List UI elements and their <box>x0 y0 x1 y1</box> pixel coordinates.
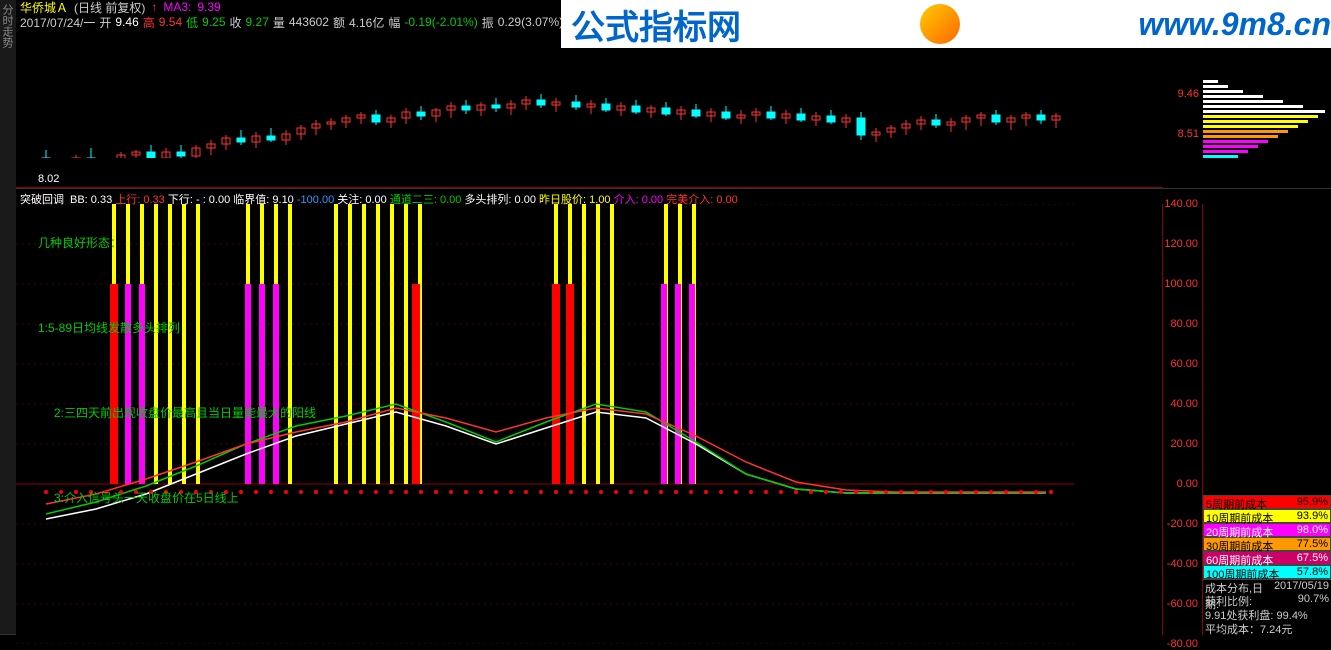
right-info-panel: 5周期前成本95.9%10周期前成本93.9%20周期前成本98.0%30周期前… <box>1203 204 1331 635</box>
watermark-banner: 公式指标网 www.9m8.cn <box>561 0 1331 48</box>
cost-legend-row: 30周期前成本77.5% <box>1203 537 1331 551</box>
indicator-header: 突破回调 BB: 0.33 上行: 0.33 下行: - : 0.00 临界值:… <box>16 188 1331 204</box>
banner-text: 公式指标网 <box>571 0 741 49</box>
date-value: 2017/07/24/一 <box>20 14 95 31</box>
cost-legend-row: 60周期前成本67.5% <box>1203 551 1331 565</box>
cost-legend-row: 5周期前成本95.9% <box>1203 495 1331 509</box>
cost-legend: 5周期前成本95.9%10周期前成本93.9%20周期前成本98.0%30周期前… <box>1203 495 1331 579</box>
cost-legend-row: 10周期前成本93.9% <box>1203 509 1331 523</box>
ma-label: MA3: <box>163 0 191 14</box>
banner-url: www.9m8.cn <box>1138 6 1331 43</box>
banner-logo-icon <box>920 4 960 44</box>
indicator-y-axis: 140.00120.00100.0080.0060.0040.0020.000.… <box>1163 204 1203 635</box>
indicator-chart[interactable]: 几种良好形态：1:5-89日均线发散多头排列2:三四天前出现收盘价最高且当日量能… <box>16 204 1163 635</box>
price-axis: 9.46 8.51 <box>1163 30 1203 188</box>
volume-profile <box>1203 30 1331 158</box>
cost-legend-row: 20周期前成本98.0% <box>1203 523 1331 537</box>
low-price-label: 8.02 <box>38 173 59 185</box>
left-sidebar: 分时走势 技术分析 基本资料 东财10 同花顺10 维赛特10 A股龙虎榜 超赢… <box>0 0 16 635</box>
cost-legend-row: 100周期前成本57.8% <box>1203 565 1331 579</box>
ma-value: 9.39 <box>197 0 220 14</box>
sidebar-item-0[interactable]: 分时走势 <box>0 0 16 635</box>
indicator-name: 突破回调 <box>20 191 64 202</box>
candlestick-chart[interactable]: 8.02 <box>16 30 1163 188</box>
arrow-icon: ↑ <box>151 0 157 14</box>
